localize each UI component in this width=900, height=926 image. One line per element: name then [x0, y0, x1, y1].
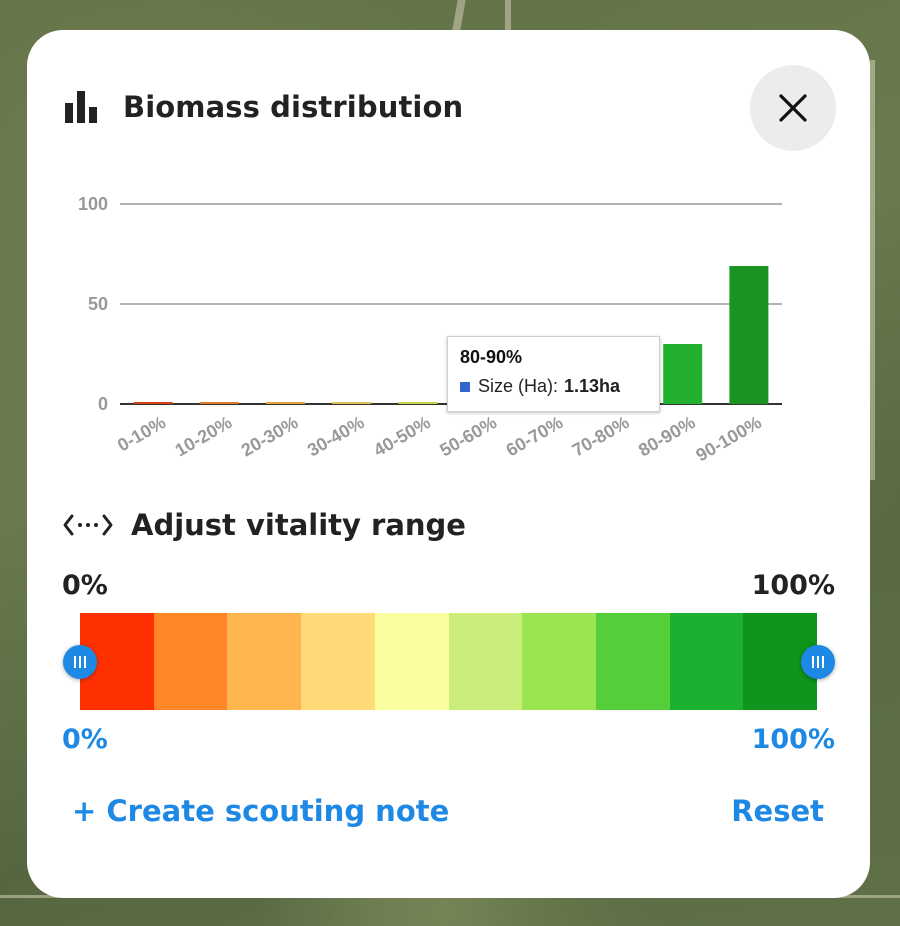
color-segment [669, 613, 744, 710]
grip-icon [812, 656, 824, 668]
tooltip-title: 80-90% [460, 347, 523, 367]
bar[interactable] [266, 402, 305, 404]
bar[interactable] [199, 402, 239, 404]
y-tick-label: 0 [98, 394, 108, 414]
color-segment [153, 613, 228, 710]
color-segment [595, 613, 670, 710]
x-tick-label: 60-70% [503, 412, 567, 460]
bar-chart-icon [65, 91, 97, 123]
color-segment [374, 613, 449, 710]
create-scouting-note-button[interactable]: + Create scouting note [72, 794, 450, 828]
range-max-label: 100% [751, 570, 835, 601]
range-arrows-icon [63, 514, 113, 536]
biomass-panel: Biomass distribution 0 50 100 0-10% 10-20% 20… [27, 30, 870, 898]
vitality-title: Adjust vitality range [131, 508, 466, 542]
chart-tooltip: 80-90% Size (Ha): 1.13ha [447, 336, 660, 412]
tooltip-value: 1.13ha [564, 376, 621, 396]
x-tick-label: 70-80% [569, 412, 633, 460]
close-button[interactable] [750, 65, 836, 151]
color-segment [522, 613, 596, 710]
selected-max-value: 100% [751, 724, 835, 755]
reset-button[interactable]: Reset [731, 794, 824, 828]
bar[interactable] [398, 402, 438, 404]
x-tick-label: 90-100% [692, 412, 764, 465]
bar[interactable] [729, 266, 769, 404]
x-tick-label: 50-60% [436, 412, 500, 460]
panel-title: Biomass distribution [123, 90, 464, 124]
biomass-chart: 0 50 100 0-10% 10-20% 20-30% 30-40% 40-50% 50-60… [78, 194, 782, 465]
x-tick-label: 80-90% [635, 412, 699, 460]
map-road [452, 0, 466, 30]
tooltip-swatch [460, 381, 470, 392]
panel-header: Biomass distribution [65, 90, 463, 124]
range-max-handle[interactable] [801, 645, 835, 679]
map-road [870, 60, 875, 480]
x-tick-label: 10-20% [172, 412, 236, 460]
x-tick-label: 0-10% [114, 412, 169, 455]
x-tick-label: 20-30% [238, 412, 302, 460]
y-tick-label: 100 [78, 194, 108, 214]
x-tick-label: 30-40% [304, 412, 368, 460]
bar[interactable] [663, 344, 703, 404]
range-min-label: 0% [62, 570, 108, 601]
vitality-color-scale[interactable] [80, 613, 818, 710]
map-road [505, 0, 511, 30]
range-min-handle[interactable] [63, 645, 97, 679]
y-tick-label: 50 [88, 294, 108, 314]
tooltip-series-label: Size (Ha): [478, 376, 559, 396]
x-tick-label: 40-50% [370, 412, 434, 460]
vitality-header: Adjust vitality range [63, 508, 466, 542]
grip-icon [74, 656, 86, 668]
tooltip-row: Size (Ha): 1.13ha [460, 376, 647, 397]
close-icon [779, 94, 807, 122]
bar[interactable] [332, 402, 372, 404]
color-segment [301, 613, 375, 710]
color-segment [448, 613, 523, 710]
bar[interactable] [133, 402, 173, 404]
selected-min-value: 0% [62, 724, 108, 755]
color-segment [227, 613, 302, 710]
